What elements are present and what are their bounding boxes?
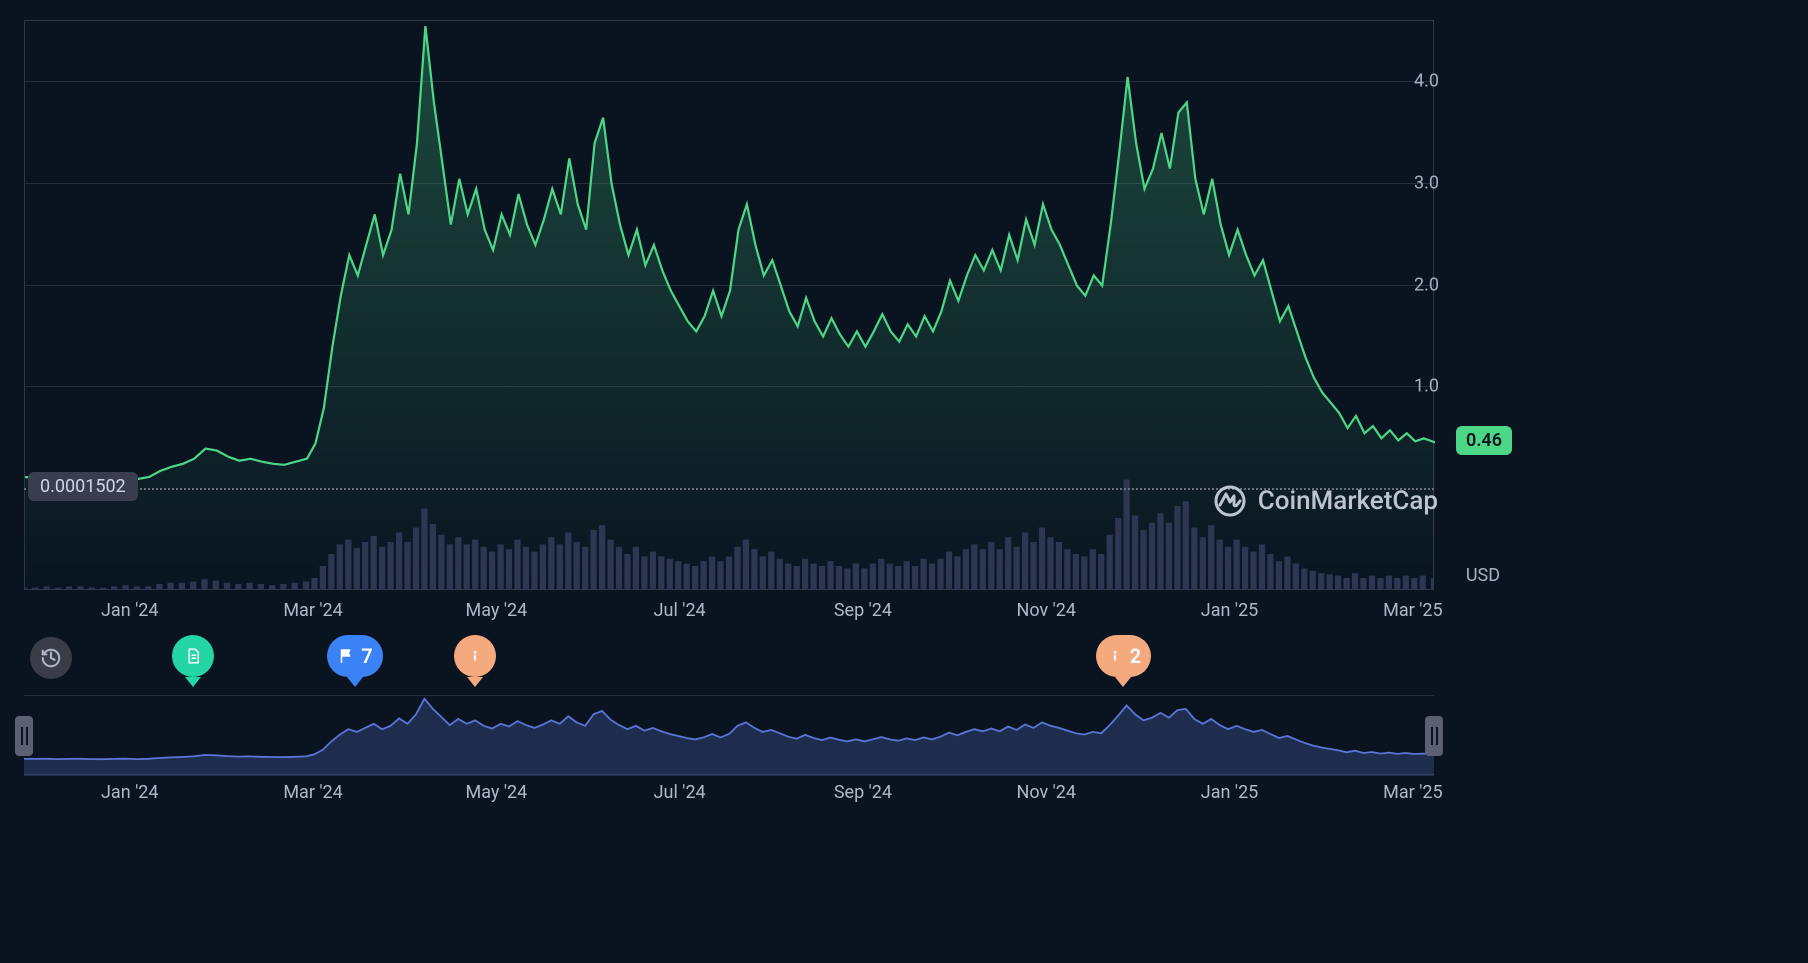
watermark-text: CoinMarketCap [1258, 486, 1438, 516]
events-row: 72 [24, 635, 1434, 685]
y-tick-label: 4.0 [1414, 71, 1439, 92]
coinmarketcap-logo-icon [1214, 485, 1246, 517]
x-tick-label: Jul '24 [654, 782, 706, 803]
navigator-chart [24, 696, 1434, 776]
navigator-panel[interactable] [24, 695, 1434, 775]
y-tick-label: 3.0 [1414, 172, 1439, 193]
x-tick-label: Mar '24 [283, 782, 342, 803]
history-icon [40, 647, 62, 669]
y-tick-label: 1.0 [1414, 376, 1439, 397]
event-marker-flag[interactable]: 7 [327, 635, 382, 677]
x-tick-label: Sep '24 [834, 600, 892, 621]
x-tick-label: Mar '24 [283, 600, 342, 621]
event-marker-info[interactable]: 2 [1096, 635, 1151, 677]
watermark: CoinMarketCap [1214, 485, 1438, 517]
x-tick-label: Jan '24 [101, 782, 159, 803]
x-tick-label: Jan '25 [1201, 782, 1259, 803]
x-tick-label: Mar '25 [1383, 782, 1442, 803]
x-tick-label: Jan '24 [101, 600, 159, 621]
x-tick-label: Mar '25 [1383, 600, 1442, 621]
event-marker-info[interactable] [454, 635, 496, 677]
x-tick-label: Jan '25 [1201, 600, 1259, 621]
x-tick-label: May '24 [465, 600, 527, 621]
x-tick-label: Nov '24 [1016, 782, 1076, 803]
history-button[interactable] [30, 637, 72, 679]
x-tick-label: Sep '24 [834, 782, 892, 803]
reference-line-label: 0.0001502 [28, 472, 138, 501]
navigator-handle-right[interactable] [1425, 716, 1443, 756]
y-tick-label: 2.0 [1414, 274, 1439, 295]
x-tick-label: May '24 [465, 782, 527, 803]
event-marker-doc[interactable] [172, 635, 214, 677]
x-tick-label: Nov '24 [1016, 600, 1076, 621]
x-tick-label: Jul '24 [654, 600, 706, 621]
last-price-badge: 0.46 [1456, 426, 1512, 455]
currency-label: USD [1466, 565, 1500, 586]
navigator-handle-left[interactable] [15, 716, 33, 756]
